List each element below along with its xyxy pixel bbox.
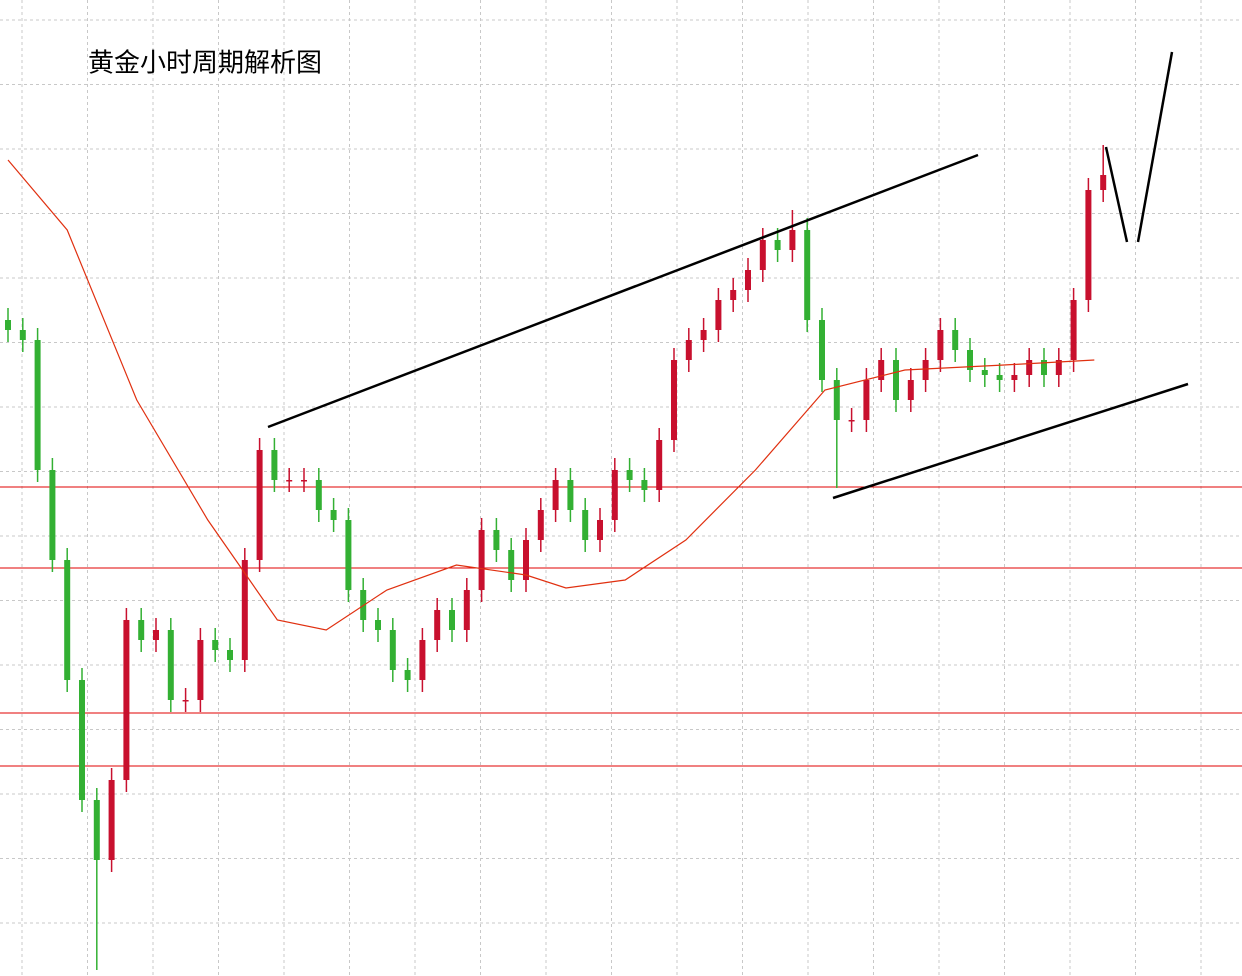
candle-body — [759, 240, 766, 270]
candle-body — [493, 530, 500, 550]
projection-line — [1136, 51, 1174, 243]
candle-body — [167, 630, 174, 700]
projection-line — [1104, 146, 1129, 243]
candle-body — [182, 700, 189, 702]
candle-body — [449, 610, 455, 630]
candle-body — [227, 650, 233, 660]
levels — [0, 486, 1242, 767]
candle-body — [848, 420, 855, 422]
candle-body — [64, 560, 71, 680]
candle-body — [463, 590, 470, 630]
candle-body — [389, 630, 396, 670]
candle-body — [611, 470, 618, 520]
chart-title: 黄金小时周期解析图 — [88, 49, 322, 79]
candle-body — [419, 640, 426, 680]
candle-body — [123, 620, 130, 780]
candle-body — [108, 780, 115, 860]
candle-body — [478, 530, 485, 590]
candle-body — [907, 380, 914, 400]
candle-body — [685, 340, 692, 360]
candle-body — [922, 360, 929, 380]
candle-body — [93, 800, 100, 860]
candle-body — [952, 330, 959, 350]
candle-body — [745, 270, 751, 290]
candle-body — [641, 480, 648, 490]
candle-body — [375, 620, 381, 630]
candle-body — [715, 300, 722, 330]
candle-body — [1026, 360, 1033, 375]
candle-body — [5, 320, 11, 330]
candle-body — [552, 480, 559, 510]
candle-body — [626, 470, 633, 480]
candle-body — [937, 330, 944, 360]
candle-body — [730, 290, 737, 300]
candle-body — [981, 370, 988, 375]
candle-body — [345, 520, 352, 590]
candle-body — [774, 240, 781, 250]
candle-body — [212, 640, 219, 650]
candle-body — [1070, 300, 1077, 360]
candle-body — [671, 360, 677, 440]
candle-body — [286, 480, 293, 482]
trend-line — [267, 153, 979, 429]
candle-body — [863, 380, 870, 420]
candle-body — [878, 360, 885, 380]
candle-body — [434, 610, 441, 640]
candle-body — [1085, 190, 1092, 300]
candle-body — [404, 670, 411, 680]
candle-body — [508, 550, 515, 580]
candle-body — [967, 350, 973, 370]
candle-body — [996, 375, 1003, 380]
candle-body — [19, 330, 26, 340]
candle-body — [789, 230, 796, 250]
candle-body — [256, 450, 263, 560]
candle-body — [893, 360, 899, 400]
moving-average — [7, 159, 1095, 631]
candle-body — [138, 620, 145, 640]
candle-body — [656, 440, 663, 490]
candle-body — [700, 330, 707, 340]
candle-body — [79, 680, 85, 800]
candle-body — [153, 630, 159, 640]
candle-body — [819, 320, 825, 380]
candle-body — [1100, 175, 1107, 190]
candle-body — [582, 510, 589, 540]
candle-body — [241, 560, 248, 660]
candle-body — [833, 380, 840, 420]
candle-body — [597, 520, 603, 540]
candle-body — [804, 230, 811, 320]
candle-body — [537, 510, 544, 540]
trend-line — [832, 382, 1189, 500]
trend-lines — [267, 51, 1189, 500]
candle-body — [34, 340, 41, 470]
candle-body — [330, 510, 337, 520]
candle-body — [567, 480, 574, 510]
candle-body — [1055, 360, 1062, 375]
candle-body — [1041, 360, 1047, 375]
candle-body — [271, 450, 278, 480]
candle-body — [197, 640, 204, 700]
plot — [5, 145, 1107, 970]
candle-body — [315, 480, 322, 510]
candle-body — [49, 470, 56, 560]
candle-body — [523, 540, 529, 580]
candle-body — [1011, 375, 1018, 380]
candle-body — [301, 480, 307, 482]
